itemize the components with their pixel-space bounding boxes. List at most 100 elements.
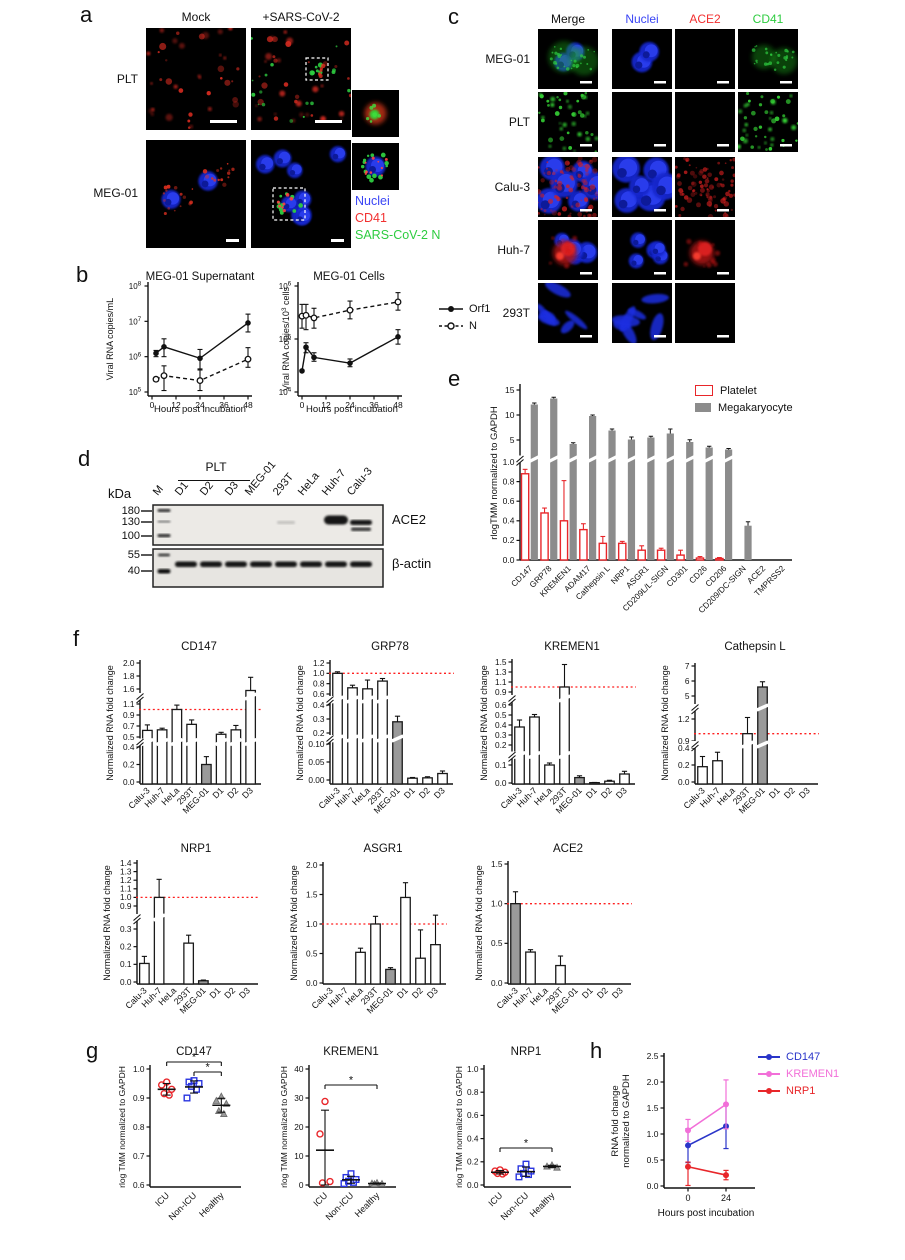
micrograph-c_1_3 [738, 92, 798, 151]
svg-text:12: 12 [171, 400, 181, 410]
svg-text:1.5: 1.5 [647, 1103, 659, 1113]
svg-text:0.9: 0.9 [495, 687, 507, 697]
svg-text:0.4: 0.4 [495, 720, 507, 730]
svg-text:0.0: 0.0 [120, 977, 132, 987]
svg-text:24: 24 [721, 1193, 731, 1203]
svg-text:D3: D3 [614, 785, 629, 800]
chart-g-cd147-title: CD147 [176, 1046, 212, 1058]
svg-text:D2: D2 [782, 785, 797, 800]
micrograph-c_0_2 [717, 81, 729, 84]
svg-text:0.0: 0.0 [306, 978, 318, 988]
micrograph-c_1_1 [654, 144, 666, 147]
svg-text:2.0: 2.0 [647, 1077, 659, 1087]
chart-f_kremen1: 0.00.10.20.30.40.50.60.91.11.31.5Calu-3H… [479, 657, 636, 816]
svg-text:0.0: 0.0 [491, 978, 503, 988]
panel-c-row-meg01: MEG-01 [485, 52, 530, 66]
panel-c-row-huh7: Huh-7 [497, 243, 530, 257]
svg-text:1.5: 1.5 [495, 657, 507, 667]
svg-text:0.6: 0.6 [313, 689, 325, 699]
chart-f_cathl: 0.00.20.40.91.2567Calu-3Huh-7HeLa293TMEG… [660, 661, 819, 816]
micrograph-c_1_2 [717, 144, 729, 147]
svg-text:D3: D3 [797, 785, 812, 800]
svg-text:108: 108 [129, 281, 142, 291]
svg-text:RNA fold changenormalized to G: RNA fold changenormalized to GAPDH [610, 1074, 632, 1168]
svg-text:1.0: 1.0 [313, 668, 325, 678]
cd147-line-icon [758, 1053, 780, 1060]
panel-a-label: a [80, 2, 93, 27]
micrograph-a_plt_inset [364, 102, 387, 125]
kda-label: kDa [108, 486, 132, 501]
svg-text:D2: D2 [599, 785, 614, 800]
svg-text:0.4: 0.4 [678, 743, 690, 753]
svg-text:D3: D3 [432, 785, 447, 800]
chart-f_grp78: 0.000.050.100.20.30.40.60.81.01.2Calu-3H… [295, 658, 454, 816]
svg-text:2.0: 2.0 [123, 658, 135, 668]
svg-text:0.1: 0.1 [120, 959, 132, 969]
svg-text:0: 0 [685, 1193, 690, 1203]
svg-text:1.2: 1.2 [120, 875, 132, 885]
panel-c-row-calu3: Calu-3 [494, 180, 530, 194]
svg-text:0.6: 0.6 [467, 1110, 479, 1120]
micrograph-c_4_2 [717, 335, 729, 338]
svg-text:Healthy: Healthy [353, 1190, 382, 1219]
panel-a-row-plt: PLT [116, 72, 138, 86]
svg-text:12: 12 [321, 400, 331, 410]
legend-orf1: Orf1 [438, 300, 490, 317]
micrograph-c_4_1 [612, 293, 669, 343]
svg-text:0.2: 0.2 [495, 740, 507, 750]
svg-text:*: * [524, 1138, 529, 1150]
svg-text:0.2: 0.2 [503, 535, 515, 545]
micrograph-c_2_0 [538, 157, 598, 217]
svg-text:D1: D1 [584, 785, 599, 800]
svg-text:0.2: 0.2 [313, 728, 325, 738]
svg-text:Non-ICU: Non-ICU [167, 1190, 199, 1222]
svg-text:Hours post incubation: Hours post incubation [154, 404, 246, 415]
svg-text:1.1: 1.1 [120, 884, 132, 894]
micrograph-a_meg_sars [255, 146, 346, 242]
svg-text:0.9: 0.9 [133, 1093, 145, 1103]
micrograph-c_3_2 [683, 238, 729, 275]
svg-text:CD301: CD301 [664, 563, 690, 589]
panel-h-legend: CD147 KREMEN1 NRP1 [757, 1048, 839, 1099]
svg-text:D1: D1 [395, 985, 410, 1000]
svg-text:0.8: 0.8 [133, 1122, 145, 1132]
svg-text:Normalized RNA fold change: Normalized RNA fold change [474, 865, 484, 981]
marker-55: 55 [127, 549, 140, 561]
svg-text:0.4: 0.4 [503, 516, 515, 526]
svg-text:0.2: 0.2 [678, 760, 690, 770]
micrograph-c_3_1 [628, 232, 669, 275]
svg-text:20: 20 [294, 1122, 304, 1132]
svg-text:D1: D1 [211, 785, 226, 800]
blot-actin-label: β-actin [392, 556, 432, 571]
svg-text:Normalized RNA fold change: Normalized RNA fold change [105, 665, 115, 781]
svg-text:rlogTMM normalized to GAPDH: rlogTMM normalized to GAPDH [489, 406, 500, 540]
panel-a-stain-legend: Nuclei CD41 SARS-CoV-2 N [355, 193, 440, 244]
svg-text:0.6: 0.6 [133, 1180, 145, 1190]
svg-text:D2: D2 [410, 985, 425, 1000]
svg-text:0.0: 0.0 [647, 1181, 659, 1191]
svg-text:24: 24 [345, 400, 355, 410]
svg-text:D3: D3 [237, 985, 252, 1000]
svg-text:0.0: 0.0 [503, 555, 515, 565]
svg-text:1.5: 1.5 [491, 859, 503, 869]
svg-text:*: * [349, 1075, 354, 1087]
panel-c-label: c [448, 4, 459, 29]
svg-text:0.6: 0.6 [495, 700, 507, 710]
micrograph-c_0_3 [751, 44, 798, 84]
svg-text:0.7: 0.7 [123, 721, 135, 731]
panel-c-col-ace2: ACE2 [689, 12, 721, 26]
svg-text:0.5: 0.5 [495, 710, 507, 720]
svg-text:0.5: 0.5 [647, 1155, 659, 1165]
svg-text:0.2: 0.2 [467, 1157, 479, 1167]
chart-e: 0.00.20.40.60.81.051015CD147GRP78KREMEN1… [489, 384, 792, 615]
svg-text:rlog TMM normalized to GAPDH: rlog TMM normalized to GAPDH [454, 1066, 464, 1188]
svg-text:D2: D2 [595, 985, 610, 1000]
panel-c-col-merge: Merge [550, 12, 586, 26]
svg-text:Non-ICU: Non-ICU [499, 1190, 531, 1222]
svg-text:D2: D2 [225, 785, 240, 800]
svg-text:0.4: 0.4 [467, 1133, 479, 1143]
svg-text:0.0: 0.0 [678, 777, 690, 787]
